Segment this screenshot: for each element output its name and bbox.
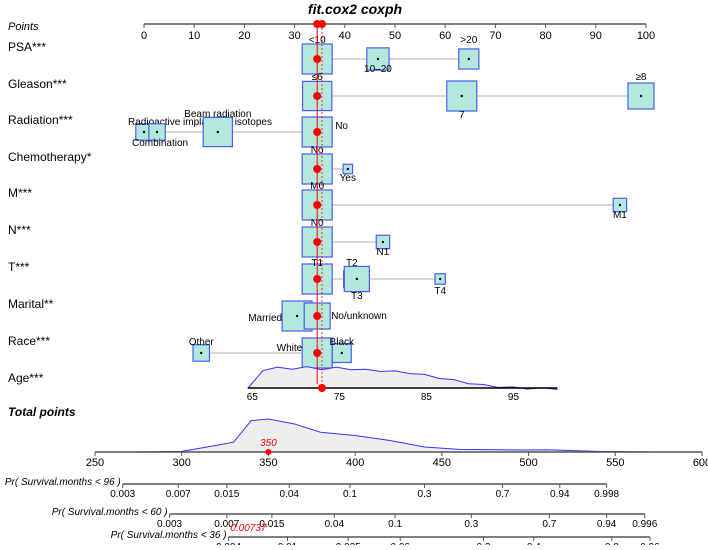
- total-points-label: Total points: [8, 405, 76, 419]
- total-points-selected-label: 350: [260, 438, 277, 449]
- total-points-tick-label: 600: [693, 457, 708, 469]
- level-dot: [467, 57, 470, 61]
- probability-tick-label: 0.04: [325, 519, 345, 530]
- points-selected-marker: [317, 20, 326, 28]
- level-label: 10–20: [364, 64, 392, 75]
- level-dot: [381, 240, 385, 244]
- variable-label: Race***: [8, 334, 50, 348]
- probability-tick-label: 0.1: [343, 489, 357, 500]
- level-label: Married: [248, 313, 282, 324]
- variable-label: Chemotherapy*: [8, 150, 92, 164]
- level-dot: [639, 94, 643, 98]
- level-label: T4: [434, 286, 446, 297]
- level-dot: [438, 277, 442, 281]
- probability-tick-label: 0.3: [464, 519, 478, 530]
- level-label: Black: [330, 337, 355, 348]
- age-selected-point: [317, 384, 326, 392]
- level-dot: [295, 314, 299, 318]
- total-points-tick-label: 500: [519, 457, 537, 469]
- variable-label: Gleason***: [8, 77, 67, 91]
- probability-tick-label: 0.94: [550, 489, 570, 500]
- total-points-tick-label: 450: [433, 457, 451, 469]
- variable-label: M***: [8, 186, 32, 200]
- level-label: 7: [459, 110, 465, 121]
- probability-axis-label: Pr( Survival.months < 60 ): [52, 507, 168, 518]
- level-dot: [340, 351, 343, 355]
- level-dot: [216, 130, 219, 134]
- total-points-tick-label: 350: [259, 457, 277, 469]
- level-label: No: [335, 121, 348, 132]
- age-tick-label: 95: [508, 392, 520, 403]
- age-density-curve: [246, 366, 558, 391]
- level-label: T2: [346, 258, 358, 269]
- probability-selected-label: 0.00737: [230, 523, 267, 534]
- level-label: N1: [377, 247, 390, 258]
- level-label: No/unknown: [331, 311, 387, 322]
- total-points-density-curve: [129, 418, 659, 453]
- level-dot: [200, 351, 203, 355]
- points-axis-tick-label: 0: [141, 30, 147, 42]
- variable-label: PSA***: [8, 40, 46, 54]
- level-label: White: [277, 343, 303, 354]
- probability-tick-label: 0.7: [496, 489, 510, 500]
- probability-tick-label: 0.007: [214, 519, 239, 530]
- points-axis-tick-label: 20: [238, 30, 250, 42]
- level-dot: [346, 167, 350, 171]
- chart-title: fit.cox2 coxph: [308, 1, 402, 17]
- level-dot: [460, 94, 463, 98]
- variable-label: N***: [8, 223, 31, 237]
- variable-label: Marital**: [8, 297, 54, 311]
- level-label: Beam radiation: [184, 109, 251, 120]
- probability-tick-label: 0.996: [632, 519, 657, 530]
- total-points-tick-label: 400: [346, 457, 364, 469]
- total-points-tick-label: 550: [606, 457, 624, 469]
- total-points-selected-marker: [265, 449, 272, 455]
- level-dot: [376, 57, 380, 61]
- points-axis-tick-label: 70: [489, 30, 501, 42]
- points-axis-tick-label: 90: [590, 30, 602, 42]
- points-axis-tick-label: 100: [637, 30, 655, 42]
- level-label: Yes: [340, 173, 356, 184]
- variable-label: Age***: [8, 371, 44, 385]
- level-label: M1: [613, 210, 627, 221]
- level-dot: [142, 130, 146, 134]
- probability-tick-label: 0.015: [214, 489, 239, 500]
- level-dot: [618, 203, 622, 207]
- probability-axis-label: Pr( Survival.months < 96 ): [5, 477, 121, 488]
- level-dot: [355, 277, 359, 281]
- probability-tick-label: 0.1: [388, 519, 402, 530]
- probability-tick-label: 0.94: [597, 519, 617, 530]
- probability-tick-label: 0.015: [259, 519, 284, 530]
- probability-tick-label: 0.003: [110, 489, 135, 500]
- probability-tick-label: 0.998: [594, 489, 619, 500]
- level-label: ≥8: [635, 72, 646, 83]
- points-axis-tick-label: 30: [288, 30, 300, 42]
- points-axis-tick-label: 60: [439, 30, 451, 42]
- points-axis-tick-label: 40: [339, 30, 351, 42]
- probability-axis-label: Pr( Survival.months < 36 ): [111, 530, 227, 541]
- level-label: Combination: [132, 138, 188, 149]
- total-points-tick-label: 250: [86, 457, 104, 469]
- probability-tick-label: 0.7: [542, 519, 556, 530]
- probability-tick-label: 0.3: [418, 489, 432, 500]
- age-tick-label: 75: [334, 392, 346, 403]
- points-axis-tick-label: 50: [389, 30, 401, 42]
- age-tick-label: 85: [421, 392, 433, 403]
- level-label: Other: [189, 337, 215, 348]
- points-axis-label: Points: [8, 21, 39, 33]
- level-label: >20: [460, 35, 477, 46]
- level-label: T3: [351, 291, 363, 302]
- level-label: Radioactive implants or isotopes: [128, 117, 272, 128]
- probability-tick-label: 0.003: [157, 519, 182, 530]
- points-axis-tick-label: 10: [188, 30, 200, 42]
- probability-tick-label: 0.007: [166, 489, 191, 500]
- points-axis-tick-label: 80: [539, 30, 551, 42]
- age-tick-label: 65: [247, 392, 259, 403]
- variable-label: Radiation***: [8, 113, 73, 127]
- level-dot: [155, 130, 159, 134]
- probability-tick-label: 0.04: [280, 489, 300, 500]
- total-points-tick-label: 300: [173, 457, 191, 469]
- variable-label: T***: [8, 260, 30, 274]
